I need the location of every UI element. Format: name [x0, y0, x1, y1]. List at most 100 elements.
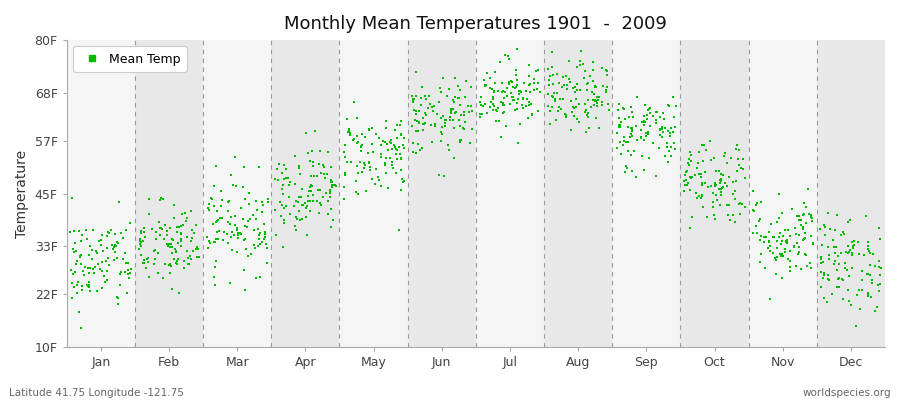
- Point: [225, 228, 239, 235]
- Point: [169, 261, 184, 267]
- Point: [822, 256, 836, 262]
- Point: [416, 115, 430, 121]
- Point: [390, 147, 404, 154]
- Point: [319, 190, 333, 196]
- Point: [550, 71, 564, 78]
- Point: [108, 248, 122, 255]
- Point: [278, 202, 293, 209]
- Point: [208, 264, 222, 270]
- Point: [236, 184, 250, 191]
- Point: [850, 292, 864, 298]
- Bar: [271, 40, 339, 347]
- Point: [861, 292, 876, 299]
- Point: [835, 296, 850, 302]
- Point: [278, 175, 293, 182]
- Point: [772, 234, 787, 240]
- Point: [377, 160, 392, 166]
- Point: [412, 120, 427, 126]
- Point: [560, 86, 574, 92]
- Point: [160, 241, 175, 247]
- Point: [649, 173, 663, 180]
- Point: [495, 80, 509, 86]
- Point: [588, 84, 602, 90]
- Point: [358, 134, 373, 140]
- Point: [112, 199, 127, 206]
- Point: [695, 192, 709, 198]
- Point: [160, 232, 175, 238]
- Point: [787, 243, 801, 249]
- Point: [286, 203, 301, 210]
- Point: [643, 123, 657, 129]
- Point: [635, 153, 650, 160]
- Point: [447, 99, 462, 106]
- Point: [381, 147, 395, 154]
- Point: [393, 187, 408, 193]
- Point: [738, 175, 752, 181]
- Point: [491, 105, 505, 112]
- Point: [75, 232, 89, 238]
- Point: [453, 102, 467, 108]
- Point: [770, 219, 784, 225]
- Point: [153, 232, 167, 238]
- Bar: [749, 40, 817, 347]
- Point: [157, 275, 171, 281]
- Point: [86, 227, 100, 233]
- Point: [255, 209, 269, 216]
- Point: [137, 256, 151, 263]
- Point: [311, 160, 326, 167]
- Point: [552, 104, 566, 110]
- Point: [422, 93, 436, 99]
- Point: [595, 102, 609, 108]
- Point: [792, 243, 806, 250]
- Point: [169, 229, 184, 236]
- Point: [378, 162, 392, 169]
- Legend: Mean Temp: Mean Temp: [73, 46, 187, 72]
- Point: [141, 196, 156, 202]
- Point: [526, 86, 541, 93]
- Point: [697, 142, 711, 148]
- Point: [662, 103, 677, 110]
- Point: [717, 150, 732, 156]
- Point: [212, 235, 226, 242]
- Point: [783, 232, 797, 239]
- Point: [416, 127, 430, 133]
- Point: [636, 119, 651, 125]
- Point: [418, 110, 432, 116]
- Point: [248, 245, 262, 252]
- Point: [696, 203, 710, 210]
- Point: [761, 229, 776, 235]
- Point: [276, 176, 291, 183]
- Point: [303, 207, 318, 214]
- Point: [373, 135, 387, 142]
- Point: [111, 255, 125, 262]
- Point: [409, 111, 423, 118]
- Point: [451, 94, 465, 101]
- Point: [140, 259, 155, 265]
- Point: [678, 171, 692, 178]
- Point: [770, 270, 784, 277]
- Point: [757, 234, 771, 240]
- Point: [349, 189, 364, 196]
- Point: [770, 238, 784, 244]
- Point: [388, 144, 402, 150]
- Point: [134, 228, 148, 234]
- Point: [829, 266, 843, 273]
- Point: [506, 94, 520, 100]
- Point: [442, 86, 456, 93]
- Point: [291, 198, 305, 205]
- Point: [169, 260, 184, 266]
- Point: [420, 105, 435, 112]
- Bar: [612, 40, 680, 347]
- Point: [154, 195, 168, 201]
- Point: [112, 271, 127, 277]
- Point: [843, 302, 858, 308]
- Point: [75, 238, 89, 245]
- Point: [563, 98, 578, 104]
- Point: [587, 102, 601, 108]
- Point: [340, 115, 355, 122]
- Point: [366, 149, 381, 156]
- Point: [690, 165, 705, 172]
- Point: [613, 139, 627, 146]
- Point: [504, 90, 518, 96]
- Point: [338, 170, 352, 176]
